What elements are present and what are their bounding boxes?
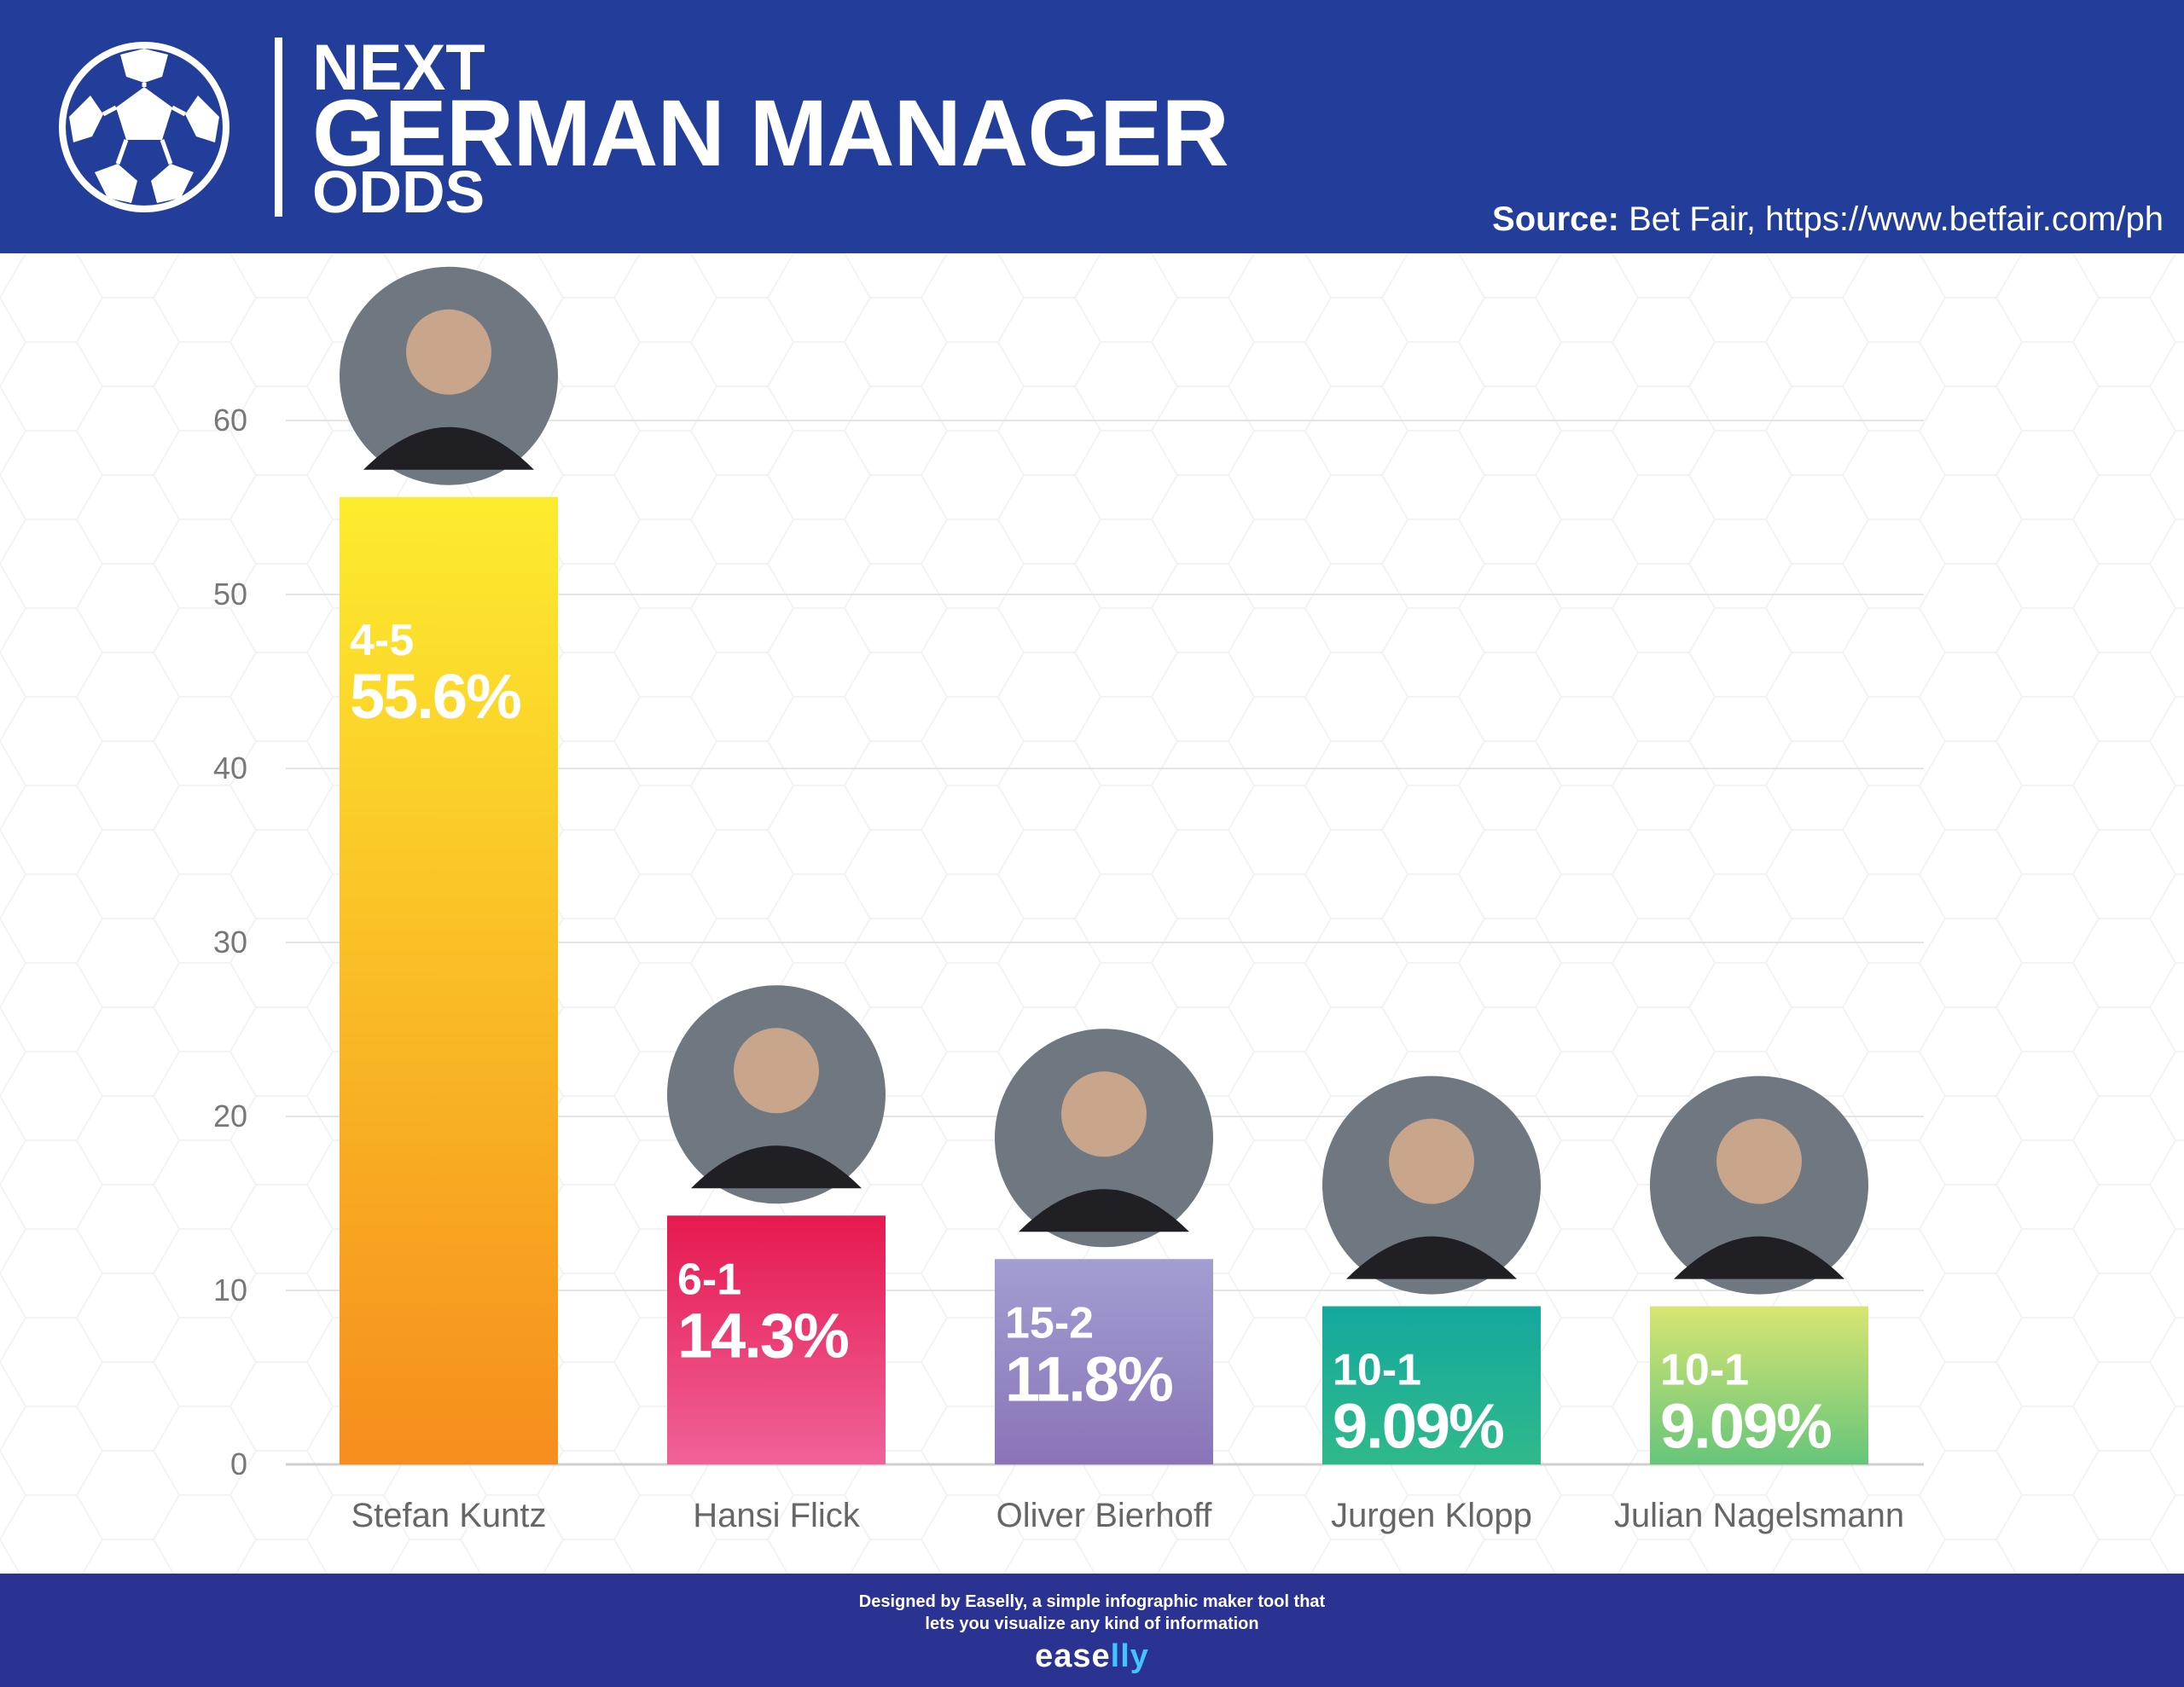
easelly-logo[interactable]: easelly <box>0 1638 2184 1675</box>
bar-chart: 0 10 20 30 40 50 60 4-555.6% 6-114.3% 15-211.8% 1… <box>0 253 2184 1574</box>
source-line: Source: Bet Fair, https://www.betfair.co… <box>1492 200 2164 239</box>
category-label: Hansi Flick <box>693 1497 861 1534</box>
y-tick-label: 20 <box>213 1099 247 1133</box>
category-label: Oliver Bierhoff <box>996 1497 1213 1534</box>
odds-label: 4-5 <box>350 616 414 665</box>
soccer-ball-icon <box>59 42 229 212</box>
category-label: Julian Nagelsmann <box>1614 1497 1904 1534</box>
bar[interactable] <box>340 496 558 1464</box>
odds-label: 15-2 <box>1005 1298 1094 1348</box>
value-label: 55.6% <box>350 661 520 732</box>
title-line-3: ODDS <box>312 159 485 225</box>
source-label: Source: <box>1492 200 1619 238</box>
odds-label: 6-1 <box>677 1255 741 1304</box>
brand-text-b: lly <box>1110 1638 1149 1674</box>
footer-credit-line-1: Designed by Easelly, a simple infographi… <box>858 1592 1326 1611</box>
y-tick-label: 10 <box>213 1272 247 1307</box>
title-line-1: NEXT <box>312 32 485 104</box>
header-divider <box>275 38 282 217</box>
portrait-shoulders <box>1674 1236 1844 1279</box>
y-tick-label: 40 <box>213 751 247 786</box>
y-tick-label: 30 <box>213 925 247 959</box>
value-label: 11.8% <box>1005 1343 1172 1414</box>
odds-label: 10-1 <box>1660 1346 1749 1395</box>
portrait-jurgen-klopp <box>1322 1075 1541 1295</box>
portrait-face <box>406 309 491 395</box>
category-label: Jurgen Klopp <box>1331 1497 1532 1534</box>
portrait-oliver-bierhoff <box>995 1029 1213 1248</box>
brand-text-a: ease <box>1035 1638 1111 1674</box>
y-tick-label: 50 <box>213 577 247 612</box>
bar[interactable] <box>995 1259 1213 1464</box>
value-label: 9.09% <box>1660 1391 1831 1462</box>
chart-area: 0 10 20 30 40 50 60 4-5 55.6% 6-1 14.3% 15-2 11.8% 1… <box>0 253 2184 1574</box>
portrait-shoulders <box>1019 1189 1189 1232</box>
portrait-stefan-kuntz <box>340 266 558 485</box>
odds-label: 10-1 <box>1333 1346 1421 1395</box>
footer-credit-line-2: lets you visualize any kind of informati… <box>925 1615 1259 1633</box>
portrait-face <box>1716 1118 1802 1204</box>
value-label: 14.3% <box>677 1300 848 1371</box>
portrait-face <box>1061 1071 1147 1157</box>
portrait-face <box>1389 1118 1474 1204</box>
portrait-julian-nagelsmann <box>1650 1075 1868 1295</box>
header-banner: NEXT GERMAN MANAGER ODDS Source: Bet Fai… <box>0 0 2184 253</box>
y-tick-label: 0 <box>230 1446 247 1481</box>
bar[interactable] <box>1322 1306 1541 1464</box>
y-tick-label: 60 <box>213 403 247 438</box>
bar[interactable] <box>1650 1306 1868 1464</box>
value-label: 9.09% <box>1333 1391 1503 1462</box>
category-label: Stefan Kuntz <box>351 1497 546 1534</box>
bar[interactable] <box>667 1215 886 1464</box>
footer: Designed by Easelly, a simple infographi… <box>0 1574 2184 1687</box>
portrait-hansi-flick <box>667 985 886 1204</box>
portrait-shoulders <box>1346 1236 1517 1279</box>
portrait-shoulders <box>363 426 534 470</box>
title-line-2: GERMAN MANAGER <box>312 81 1229 186</box>
source-text: Bet Fair, https://www.betfair.com/ph <box>1618 200 2164 238</box>
portrait-face <box>734 1028 819 1114</box>
portrait-shoulders <box>691 1145 862 1189</box>
